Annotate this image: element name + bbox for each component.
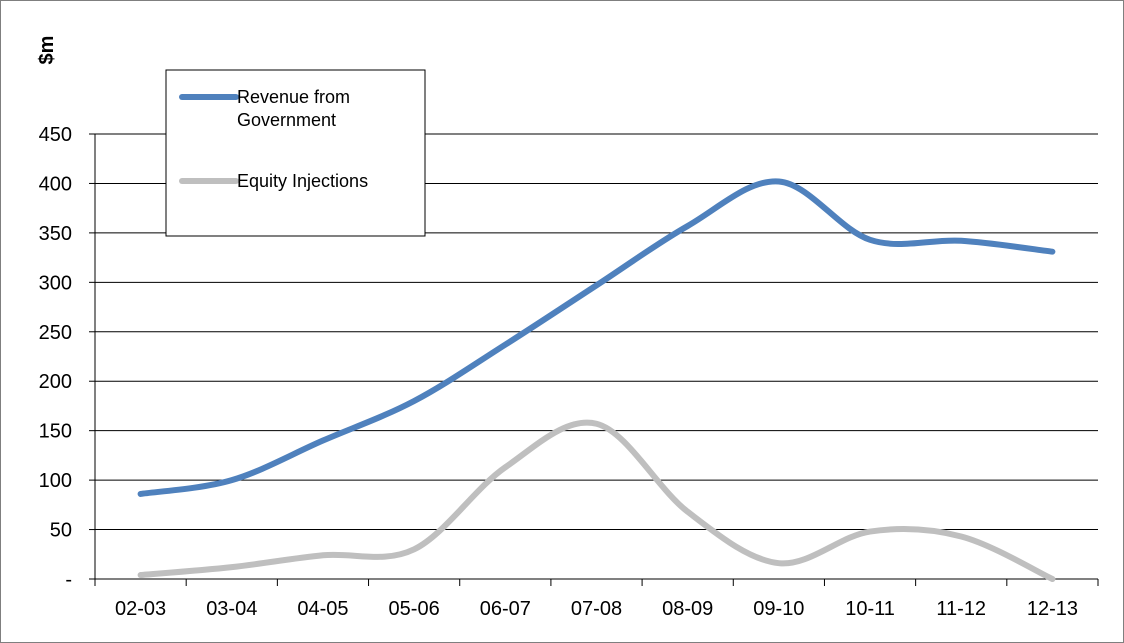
y-tick-label: 350 <box>39 223 72 245</box>
y-tick-label: 200 <box>39 371 72 393</box>
x-tick-label: 06-07 <box>480 598 531 620</box>
x-tick-label: 09-10 <box>753 598 804 620</box>
y-tick-label: 50 <box>50 520 72 542</box>
x-tick-label: 03-04 <box>206 598 257 620</box>
legend-label-equity-injections: Equity Injections <box>237 171 368 191</box>
x-tick-label: 07-08 <box>571 598 622 620</box>
series-line-equity-injections <box>137 419 1056 582</box>
y-tick-label: 300 <box>39 272 72 294</box>
x-tick-label: 11-12 <box>936 598 986 620</box>
y-tick-label: 400 <box>39 173 72 195</box>
x-tick-label: 04-05 <box>297 598 348 620</box>
legend-label-revenue-from-government: Government <box>237 110 336 130</box>
x-tick-label: 02-03 <box>115 598 166 620</box>
y-tick-label: 150 <box>39 421 72 443</box>
y-axis-label: $m <box>36 36 58 65</box>
y-tick-label: - <box>65 569 72 591</box>
legend-label-revenue-from-government: Revenue from <box>237 87 350 107</box>
y-tick-label: 250 <box>39 322 72 344</box>
y-tick-label: 450 <box>39 124 72 146</box>
x-tick-label: 10-11 <box>845 598 895 620</box>
x-tick-label: 08-09 <box>662 598 713 620</box>
y-tick-label: 100 <box>39 470 72 492</box>
x-tick-label: 05-06 <box>389 598 440 620</box>
x-tick-label: 12-13 <box>1027 598 1078 620</box>
